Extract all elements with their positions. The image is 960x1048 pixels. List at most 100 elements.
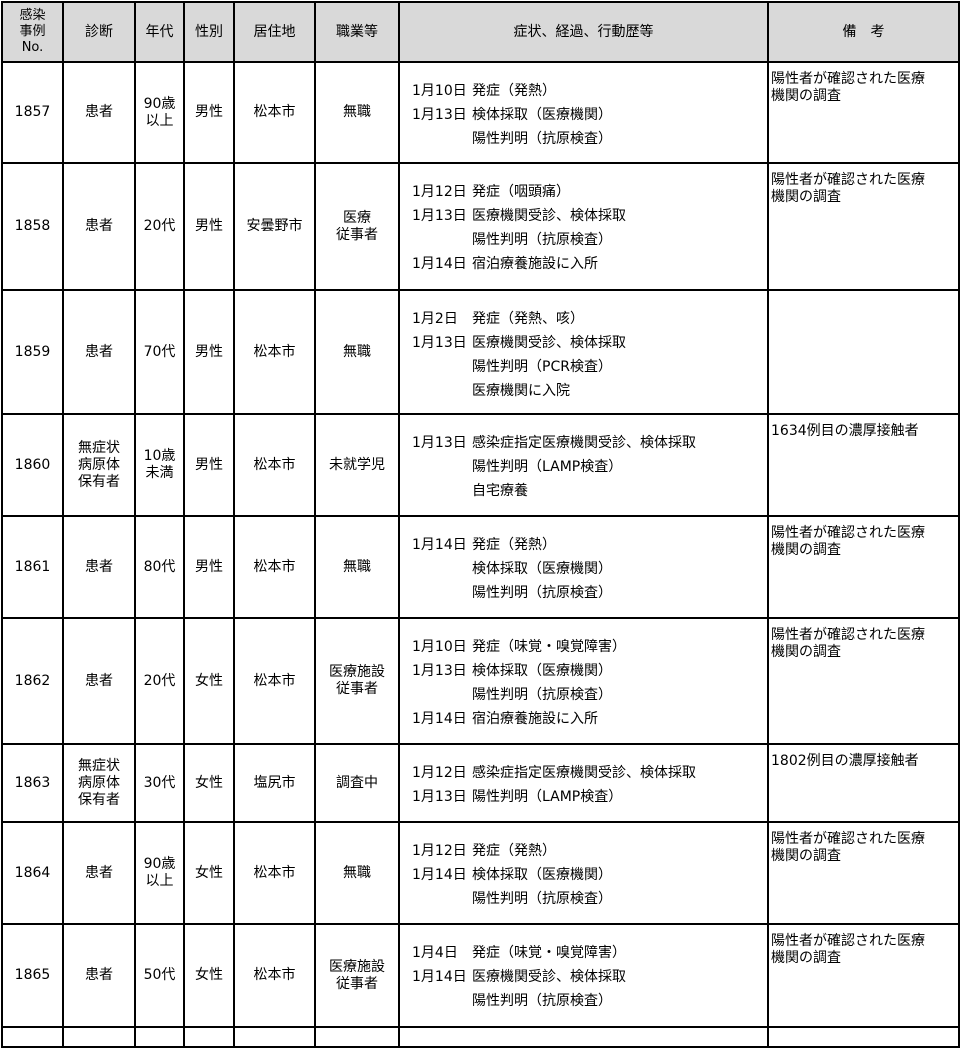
timeline-entry: 1月14日 発症（発熱）: [400, 533, 767, 557]
note-cell: 1634例目の濃厚接触者: [767, 413, 960, 517]
timeline-entry: 陽性判明（LAMP検査）: [400, 455, 767, 479]
occupation-cell: 未就学児: [314, 413, 400, 517]
timeline-entry: 医療機関に入院: [400, 379, 767, 403]
sex-cell: 女性: [183, 743, 235, 823]
timeline-cell: 1月12日 発症（発熱） 1月14日 検体採取（医療機関） 陽性判明（抗原検査）: [398, 821, 769, 925]
occupation-cell: 無職: [314, 289, 400, 415]
empty-cell: [398, 1026, 769, 1048]
sex-cell: 男性: [183, 515, 235, 619]
diagnosis-cell: 無症状 病原体 保有者: [62, 743, 136, 823]
timeline-text: 発症（発熱、咳）: [472, 311, 584, 327]
timeline-text: 自宅療養: [472, 483, 528, 499]
timeline-text: 医療機関に入院: [472, 383, 570, 399]
residence-cell: 松本市: [233, 61, 316, 164]
table-row: 1860 無症状 病原体 保有者 10歳 未満 男性 松本市 未就学児 1月13日 感染症指定…: [1, 413, 960, 517]
timeline-date: [400, 455, 472, 479]
timeline-date: 1月4日: [412, 945, 458, 961]
timeline-cell: 1月12日 発症（咽頭痛） 1月13日 医療機関受診、検体採取 陽性判明（抗原検査） 1月…: [398, 162, 769, 291]
header-row: 感染 事例 No. 診断 年代 性別 居住地 職業等 症状、経過、行動歴等 備 …: [1, 1, 960, 63]
timeline-cell: 1月13日 感染症指定医療機関受診、検体採取陽性判明（LAMP検査） 自宅療養: [398, 413, 769, 517]
age-cell: 50代: [134, 923, 185, 1028]
timeline-entry: 陽性判明（抗原検査）: [400, 989, 767, 1013]
timeline-cell: 1月10日 発症（発熱） 1月13日 検体採取（医療機関） 陽性判明（抗原検査）: [398, 61, 769, 164]
timeline-text: 医療機関受診、検体採取: [472, 208, 626, 224]
timeline-date: [400, 683, 472, 707]
timeline-date: [400, 479, 472, 503]
occupation-cell: 無職: [314, 61, 400, 164]
timeline-entry: 陽性判明（抗原検査）: [400, 228, 767, 252]
timeline-cell: 1月10日 発症（味覚・嗅覚障害） 1月13日 検体採取（医療機関） 陽性判明（抗原検査…: [398, 617, 769, 745]
timeline-text: 陽性判明（抗原検査）: [472, 993, 612, 1009]
timeline-cell: 1月4日 発症（味覚・嗅覚障害） 1月14日 医療機関受診、検体採取 陽性判明（抗原検査…: [398, 923, 769, 1028]
timeline-text: 陽性判明（LAMP検査）: [472, 459, 623, 475]
sex-cell: 男性: [183, 289, 235, 415]
timeline-date: 1月12日: [412, 765, 467, 781]
timeline-date: [400, 127, 472, 151]
timeline-date: 1月12日: [412, 184, 467, 200]
empty-cell: [183, 1026, 235, 1048]
timeline-entry: 1月13日 感染症指定医療機関受診、検体採取: [400, 431, 767, 455]
timeline-text: 医療機関受診、検体採取: [472, 969, 626, 985]
residence-cell: 松本市: [233, 289, 316, 415]
residence-cell: 安曇野市: [233, 162, 316, 291]
timeline-entry: 1月13日 医療機関受診、検体採取: [400, 204, 767, 228]
timeline-cell: 1月2日 発症（発熱、咳） 1月13日 医療機関受診、検体採取 陽性判明（PCR検査）医…: [398, 289, 769, 415]
timeline-entry: 1月10日 発症（味覚・嗅覚障害）: [400, 635, 767, 659]
note-cell: 陽性者が確認された医療 機関の調査: [767, 617, 960, 745]
timeline-cell: 1月14日 発症（発熱） 検体採取（医療機関） 陽性判明（抗原検査）: [398, 515, 769, 619]
timeline-entry: 陽性判明（抗原検査）: [400, 581, 767, 605]
table-row: 1862 患者 20代 女性 松本市 医療施設 従事者 1月10日 発症（味覚・嗅覚障害） 1月…: [1, 617, 960, 745]
table-row: 1863 無症状 病原体 保有者 30代 女性 塩尻市 調査中 1月12日 感染症指定医療機関…: [1, 743, 960, 823]
diagnosis-cell: 患者: [62, 61, 136, 164]
timeline-text: 発症（発熱）: [472, 537, 556, 553]
timeline-date: 1月10日: [412, 639, 467, 655]
age-cell: 20代: [134, 617, 185, 745]
timeline-text: 発症（発熱）: [472, 83, 556, 99]
timeline-entry: 1月14日 宿泊療養施設に入所: [400, 252, 767, 276]
note-cell: [767, 289, 960, 415]
case-no-cell: 1863: [1, 743, 64, 823]
timeline-text: 検体採取（医療機関）: [472, 561, 612, 577]
timeline-date: 1月2日: [412, 311, 458, 327]
empty-cell: [314, 1026, 400, 1048]
timeline-text: 陽性判明（抗原検査）: [472, 891, 612, 907]
sex-cell: 男性: [183, 61, 235, 164]
age-cell: 90歳 以上: [134, 821, 185, 925]
timeline-text: 陽性判明（抗原検査）: [472, 131, 612, 147]
timeline-date: [400, 379, 472, 403]
timeline-entry: 1月2日 発症（発熱、咳）: [400, 307, 767, 331]
occupation-cell: 医療 従事者: [314, 162, 400, 291]
timeline-entry: 1月12日 発症（咽頭痛）: [400, 180, 767, 204]
timeline-text: 検体採取（医療機関）: [472, 107, 612, 123]
occupation-cell: 無職: [314, 821, 400, 925]
timeline-date: 1月13日: [412, 663, 467, 679]
occupation-cell: 調査中: [314, 743, 400, 823]
sex-cell: 女性: [183, 821, 235, 925]
header-note: 備 考: [767, 1, 960, 63]
case-no-cell: 1861: [1, 515, 64, 619]
case-no-cell: 1859: [1, 289, 64, 415]
timeline-text: 検体採取（医療機関）: [472, 663, 612, 679]
timeline-text: 医療機関受診、検体採取: [472, 335, 626, 351]
table-row: 1861 患者 80代 男性 松本市 無職 1月14日 発症（発熱） 検体採取（医療機関） 陽性判…: [1, 515, 960, 619]
timeline-entry: 1月13日 医療機関受診、検体採取: [400, 331, 767, 355]
header-case-no: 感染 事例 No.: [1, 1, 64, 63]
sex-cell: 男性: [183, 162, 235, 291]
timeline-text: 陽性判明（抗原検査）: [472, 687, 612, 703]
age-cell: 80代: [134, 515, 185, 619]
timeline-text: 発症（発熱）: [472, 843, 556, 859]
diagnosis-cell: 患者: [62, 289, 136, 415]
age-cell: 10歳 未満: [134, 413, 185, 517]
timeline-entry: 検体採取（医療機関）: [400, 557, 767, 581]
empty-cell: [134, 1026, 185, 1048]
timeline-date: 1月13日: [412, 107, 467, 123]
occupation-cell: 医療施設 従事者: [314, 617, 400, 745]
timeline-text: 感染症指定医療機関受診、検体採取: [472, 435, 696, 451]
diagnosis-cell: 患者: [62, 821, 136, 925]
sex-cell: 女性: [183, 617, 235, 745]
timeline-date: 1月14日: [412, 256, 467, 272]
note-cell: 陽性者が確認された医療 機関の調査: [767, 923, 960, 1028]
table-row: 1865 患者 50代 女性 松本市 医療施設 従事者 1月4日 発症（味覚・嗅覚障害） 1月…: [1, 923, 960, 1028]
timeline-date: [400, 989, 472, 1013]
